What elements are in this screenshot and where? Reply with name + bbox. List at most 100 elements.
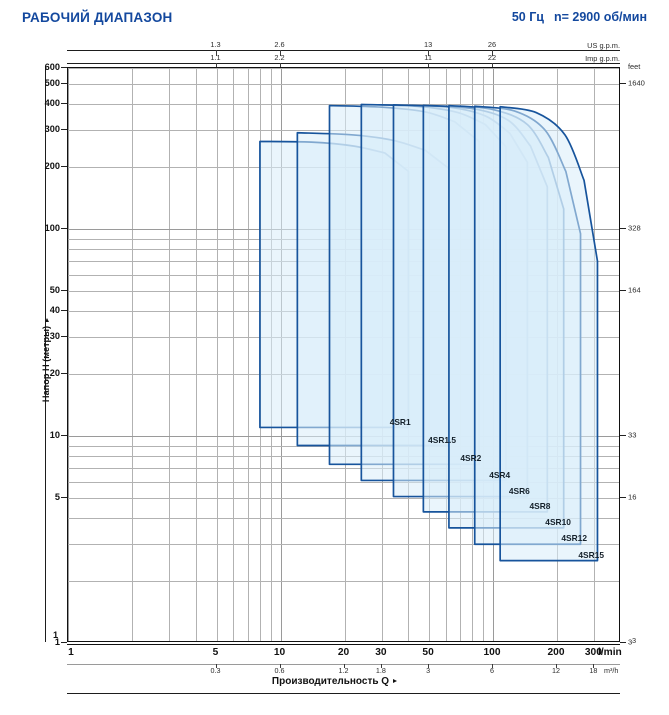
imp-gpm-unit: Imp g.p.m. — [585, 54, 620, 63]
y-axis-tick-label: 600 — [44, 62, 60, 72]
x-axis-secondary-tick-label: 12 — [552, 666, 560, 675]
gridline-horizontal — [68, 544, 619, 546]
y-axis-tick-label: 5 — [54, 492, 60, 503]
page-title: РАБОЧИЙ ДИАПАЗОН — [22, 10, 173, 25]
us-gpm-label: 13 — [423, 40, 433, 49]
x-axis-tick-label: 300 — [584, 647, 602, 658]
curve-label-4sr6: 4SR6 — [508, 485, 530, 496]
imp-gpm-tick — [492, 63, 493, 69]
y-axis-tick — [61, 372, 67, 374]
imp-gpm-axis-line — [67, 63, 620, 64]
us-gpm-tick — [428, 50, 430, 56]
gridline-horizontal — [68, 84, 619, 86]
x-axis-secondary-tick — [215, 664, 217, 668]
y-axis-tick-label: 1 — [54, 637, 60, 647]
y-axis-tick — [61, 290, 67, 292]
y-axis-tick-label: 400 — [44, 98, 60, 109]
x-axis-tick-label: 20 — [337, 647, 350, 658]
gridline-horizontal — [68, 68, 619, 69]
y-axis-min-label: 1 — [53, 630, 59, 640]
curve-label-4sr10: 4SR10 — [545, 516, 571, 527]
x-axis-secondary-tick — [343, 664, 345, 668]
gridline-vertical — [247, 68, 249, 641]
curve-label-4sr1-5: 4SR1.5 — [428, 434, 457, 445]
x-axis-secondary-tick — [428, 664, 430, 668]
us-gpm-tick — [215, 50, 217, 56]
gridline-vertical — [68, 68, 69, 641]
gridline-horizontal — [68, 468, 619, 470]
y-axis-tick-label: 500 — [44, 78, 60, 89]
lmin-axis-line — [67, 644, 620, 645]
imp-gpm-label: 2.2 — [274, 53, 285, 62]
top-secondary-axes: US g.p.m. Imp g.p.m. 1.3 2.6 13 26 1.1 2.2 11 2… — [0, 34, 669, 69]
curve-label-4sr15: 4SR15 — [578, 549, 604, 560]
gridline-vertical — [169, 68, 171, 641]
feet-unit-label: feet — [628, 62, 641, 71]
x-axis-secondary-tick — [556, 664, 557, 668]
y-axis-right-tick — [620, 435, 626, 436]
y-axis-right-tick-label: 1640 — [628, 78, 645, 88]
gridline-vertical — [131, 68, 133, 641]
y-axis-right-tick — [620, 642, 626, 643]
x-axis-secondary-tick-label: 1.8 — [375, 666, 386, 675]
frequency-label: 50 Гц — [511, 10, 544, 24]
curve-label-4sr1: 4SR1 — [389, 416, 411, 427]
y-axis-outer-rule — [45, 66, 46, 642]
y-axis-right-tick — [620, 290, 626, 292]
y-axis-tick — [61, 67, 67, 68]
y-axis-tick — [61, 103, 67, 105]
x-axis-secondary-tick — [492, 664, 493, 668]
y-axis-tick — [61, 435, 67, 436]
us-gpm-axis-line — [67, 50, 620, 51]
imp-gpm-label: 22 — [487, 53, 497, 62]
x-axis-secondary-tick-label: 3 — [426, 666, 431, 675]
x-axis-tick-label: 100 — [483, 647, 501, 658]
gridline-horizontal — [68, 481, 619, 483]
gridline-vertical — [195, 68, 197, 641]
x-axis-tick-label: 30 — [375, 647, 387, 658]
gridline-vertical — [233, 68, 235, 641]
y-axis-right-tick-label: 16 — [628, 492, 637, 502]
x-axis-tick-label: 5 — [212, 647, 219, 658]
x-axis-secondary-tick — [380, 664, 382, 668]
x-axis-secondary-tick — [593, 664, 595, 668]
curve-label-4sr4: 4SR4 — [489, 469, 511, 480]
imp-gpm-tick — [215, 63, 217, 69]
x-axis-secondary-tick-label: 1.2 — [338, 666, 349, 675]
us-gpm-label: 26 — [487, 40, 497, 49]
imp-gpm-tick — [279, 63, 281, 69]
y-axis-tick-label: 40 — [49, 305, 60, 316]
y-axis-tick-label: 20 — [49, 367, 60, 378]
x-axis-secondary-tick-label: 0.6 — [274, 666, 285, 675]
pump-curve-4sr15 — [499, 105, 599, 562]
gridline-horizontal — [68, 498, 619, 500]
y-axis-right-tick-label: 328 — [628, 223, 641, 233]
gridline-horizontal — [68, 580, 619, 582]
footer-rule — [67, 693, 620, 694]
imp-gpm-tick — [428, 63, 430, 69]
y-axis-tick-label: 50 — [49, 285, 60, 296]
us-gpm-tick — [279, 50, 281, 56]
us-gpm-label: 2.6 — [274, 40, 285, 49]
y-axis-tick — [61, 165, 67, 167]
y-axis-right-tick — [620, 228, 626, 230]
x-axis-secondary-tick-label: 0.3 — [210, 666, 221, 675]
bottom-axes: l/min m³/h 1 5 10 20 30 50 100 200 300 0.3 0.6 1.2 1… — [0, 642, 669, 715]
x-axis-tick-label: 10 — [273, 647, 286, 658]
us-gpm-label: 1.3 — [210, 40, 221, 49]
y-axis-right-tick-label: 33 — [628, 430, 637, 440]
curve-label-4sr2: 4SR2 — [460, 453, 482, 464]
gridline-horizontal — [68, 518, 619, 520]
y-axis-tick-label: 200 — [44, 160, 60, 171]
m3h-unit-label: m³/h — [604, 666, 619, 675]
imp-gpm-label: 11 — [424, 53, 432, 62]
y-axis-right-tick — [620, 497, 626, 499]
gridline-vertical — [216, 68, 218, 641]
y-axis-tick-label: 10 — [49, 430, 60, 440]
imp-gpm-label: 1.1 — [210, 53, 221, 62]
y-axis-tick — [61, 642, 67, 643]
x-axis-secondary-tick — [279, 664, 281, 668]
gridline-horizontal — [68, 104, 619, 106]
x-axis-tick-label: 50 — [422, 647, 434, 658]
header-specs: 50 Гц n= 2900 об/мин — [512, 10, 647, 24]
